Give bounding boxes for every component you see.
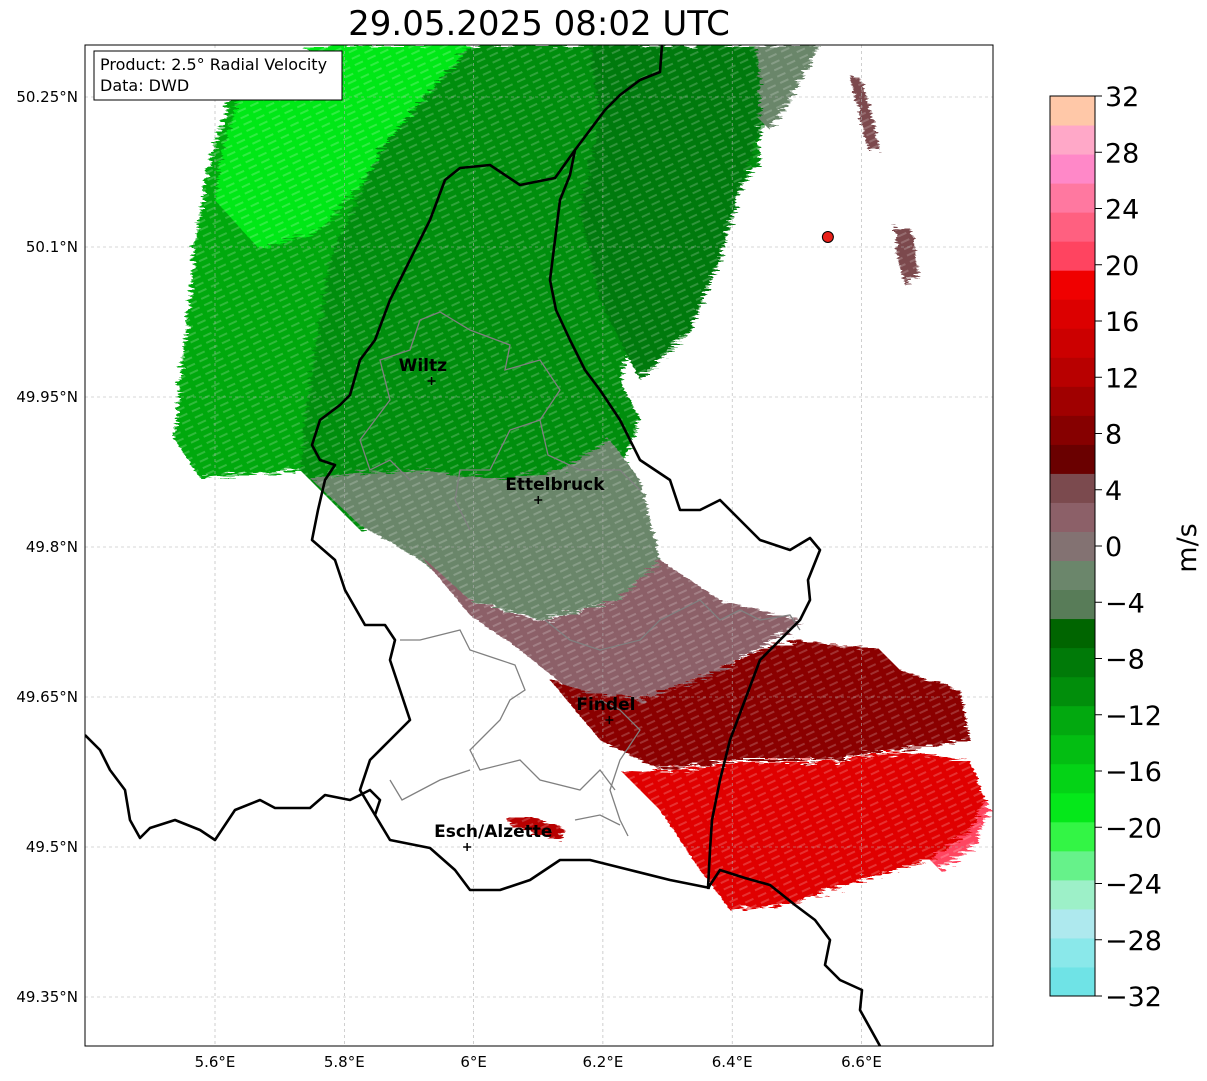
x-tick-label: 6.6°E <box>841 1053 882 1071</box>
colorbar-segment <box>1050 618 1095 649</box>
velocity-colorbar <box>1049 95 1096 997</box>
colorbar-tick-label: −24 <box>1105 870 1162 901</box>
colorbar-tick-label: 24 <box>1105 195 1139 226</box>
national-borders <box>85 45 882 1046</box>
city-markers: Wiltz Ettelbruck Findel Esch/Alzette <box>399 356 635 851</box>
colorbar-tick-label: 0 <box>1105 532 1122 563</box>
city-marker <box>427 377 436 385</box>
colorbar-tick-label: −16 <box>1105 757 1162 788</box>
colorbar-segment <box>1050 212 1095 242</box>
colorbar-segment <box>1050 589 1095 620</box>
y-tick-label: 49.5°N <box>26 838 78 856</box>
colorbar-segment <box>1050 560 1095 591</box>
colorbar-tick-label: 28 <box>1105 138 1139 169</box>
colorbar-segment <box>1050 241 1095 271</box>
colorbar-segment <box>1050 908 1095 939</box>
colorbar-tick-label: −12 <box>1105 701 1162 732</box>
y-tick-label: 49.35°N <box>16 988 78 1006</box>
radar-site-marker <box>821 231 834 243</box>
colorbar-tick-label: 16 <box>1105 307 1139 338</box>
y-tick-label: 49.95°N <box>16 388 78 406</box>
city-label: Wiltz <box>399 356 448 376</box>
colorbar-tick-label: −28 <box>1105 926 1162 957</box>
colorbar-segment <box>1050 792 1095 823</box>
colorbar-segment <box>1050 821 1095 852</box>
colorbar-segment <box>1050 647 1095 678</box>
city-label: Esch/Alzette <box>434 822 552 842</box>
colorbar-segment <box>1050 966 1095 997</box>
colorbar-tick-label: 4 <box>1105 476 1122 507</box>
x-tick-label: 5.6°E <box>195 1053 236 1071</box>
colorbar-segment <box>1050 444 1095 474</box>
y-tick-label: 50.1°N <box>26 238 78 256</box>
colorbar-segment <box>1050 96 1095 126</box>
colorbar-tick-label: 32 <box>1105 82 1139 113</box>
colorbar-tick-label: 12 <box>1105 363 1139 394</box>
colorbar-segment <box>1050 763 1095 794</box>
colorbar-tick-label: −32 <box>1105 982 1162 1013</box>
colorbar-unit-label: m/s <box>1172 523 1203 572</box>
city-marker <box>605 716 614 724</box>
x-tick-label: 6.2°E <box>582 1053 623 1071</box>
colorbar-tick-labels: 32 28 24 20 16 12 8 4 0 −4 −8 −12 −16 −20 −24 −28 −32 <box>1095 82 1162 1013</box>
colorbar-tick-label: −4 <box>1105 588 1145 619</box>
product-info-box: Product: 2.5° Radial Velocity Data: DWD <box>93 50 343 101</box>
y-tick-label: 50.25°N <box>16 88 78 106</box>
x-tick-label: 6.4°E <box>712 1053 753 1071</box>
y-tick-label: 49.8°N <box>26 538 78 556</box>
map-title: 29.05.2025 08:02 UTC <box>348 4 730 44</box>
colorbar-segment <box>1050 502 1095 532</box>
plot-area: Wiltz Ettelbruck Findel Esch/Alzette <box>85 45 993 1046</box>
x-tick-label: 5.8°E <box>324 1053 365 1071</box>
plot-frame <box>84 44 994 1047</box>
colorbar-tick-label: 8 <box>1105 420 1122 451</box>
colorbar-segment <box>1050 270 1095 300</box>
colorbar-segment <box>1050 386 1095 416</box>
colorbar-segment <box>1050 415 1095 445</box>
y-tick-label: 49.65°N <box>16 688 78 706</box>
colorbar-segment <box>1050 734 1095 765</box>
y-axis-tick-labels: 50.25°N 50.1°N 49.95°N 49.8°N 49.65°N 49.5°N 4… <box>16 88 78 1006</box>
canton-boundaries <box>359 311 801 837</box>
colorbar-tick-label: −20 <box>1105 813 1162 844</box>
city-label: Findel <box>576 695 635 715</box>
colorbar-segment <box>1050 154 1095 184</box>
colorbar-segment <box>1050 357 1095 387</box>
colorbar-segment <box>1050 125 1095 155</box>
colorbar-segment <box>1050 473 1095 503</box>
colorbar-segment <box>1050 705 1095 736</box>
product-label: Product: 2.5° Radial Velocity <box>100 55 327 74</box>
data-source-label: Data: DWD <box>100 76 189 95</box>
x-tick-label: 6°E <box>460 1053 487 1071</box>
colorbar-segment <box>1050 879 1095 910</box>
graticule-grid <box>85 45 993 1046</box>
radar-gate-texture <box>85 45 993 1046</box>
colorbar-segment <box>1050 328 1095 358</box>
colorbar-segment <box>1050 183 1095 213</box>
colorbar-segment <box>1050 531 1095 562</box>
colorbar-tick-label: −8 <box>1105 645 1145 676</box>
city-marker <box>534 496 543 504</box>
colorbar-segment <box>1050 299 1095 329</box>
x-axis-tick-labels: 5.6°E 5.8°E 6°E 6.2°E 6.4°E 6.6°E <box>195 1053 882 1071</box>
colorbar-tick-label: 20 <box>1105 251 1139 282</box>
colorbar-segment <box>1050 676 1095 707</box>
colorbar-segment <box>1050 937 1095 968</box>
colorbar-segment <box>1050 850 1095 881</box>
city-label: Ettelbruck <box>505 475 605 495</box>
city-marker <box>463 843 472 851</box>
